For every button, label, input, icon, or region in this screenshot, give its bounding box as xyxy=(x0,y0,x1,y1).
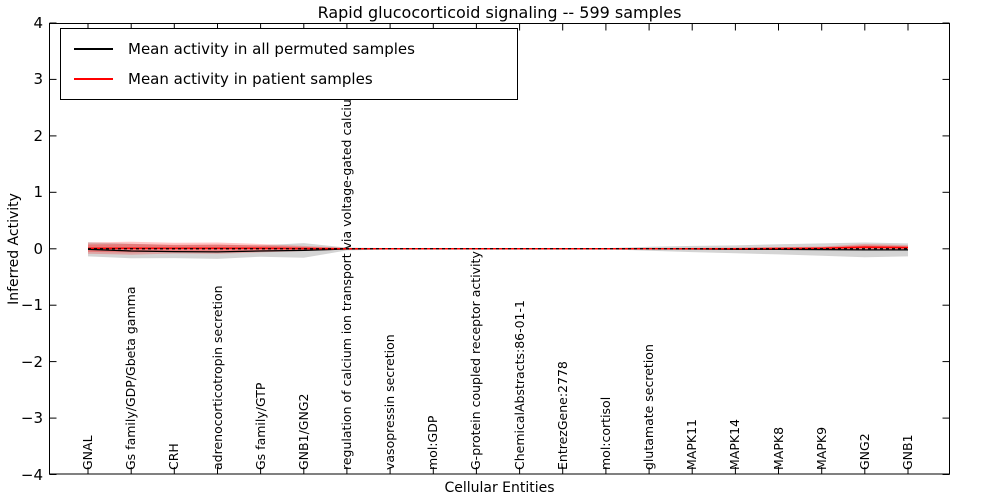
legend-line-sample-patient xyxy=(74,78,113,81)
x-axis-label: Cellular Entities xyxy=(444,480,555,496)
legend-label-permuted: Mean activity in all permuted samples xyxy=(128,39,415,58)
legend-entry-permuted: Mean activity in all permuted samples xyxy=(74,38,517,60)
chart-title: Rapid glucocorticoid signaling -- 599 sa… xyxy=(317,3,682,22)
legend-line-sample-permuted xyxy=(74,47,113,50)
permuted-band xyxy=(88,242,908,259)
legend-entry-patient: Mean activity in patient samples xyxy=(74,68,517,90)
legend: Mean activity in all permuted samples Me… xyxy=(60,28,518,100)
legend-label-patient: Mean activity in patient samples xyxy=(128,70,373,89)
y-axis-label: Inferred Activity xyxy=(6,193,22,305)
